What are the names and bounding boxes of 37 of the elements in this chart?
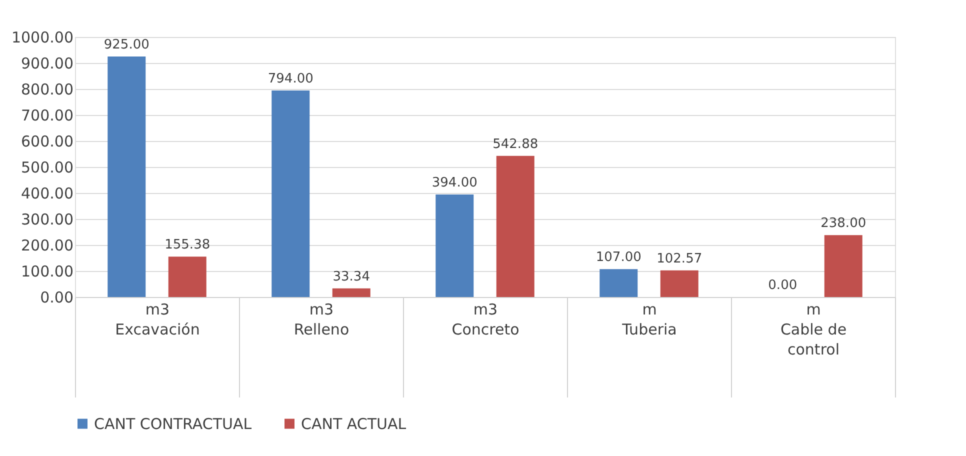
y-tick-label: 300.00 [21, 210, 74, 228]
bar [332, 288, 370, 297]
y-tick-label: 100.00 [21, 262, 74, 280]
text: 238.00 [820, 216, 866, 232]
text: 542.88 [492, 136, 538, 152]
y-tick-label: 400.00 [21, 184, 74, 202]
text: 107.00 [596, 250, 642, 266]
bar [496, 156, 534, 297]
text: 33.34 [332, 269, 370, 284]
bar [272, 90, 310, 297]
legend-label: CANT CONTRACTUAL [94, 414, 252, 433]
text: 394.00 [432, 176, 478, 191]
text: 0.00 [768, 278, 798, 293]
bar [660, 270, 698, 297]
y-tick-label: 500.00 [21, 158, 74, 176]
bar [600, 269, 638, 297]
x-tick-label: m3 Concreto [452, 300, 520, 338]
x-tick-label: m3 Relleno [294, 300, 350, 338]
bar [108, 56, 146, 297]
y-tick-label: 700.00 [21, 106, 74, 124]
y-tick-label: 600.00 [21, 132, 74, 150]
legend-label: CANT ACTUAL [301, 414, 407, 433]
text: 925.00 [104, 38, 150, 52]
y-tick-label: 900.00 [21, 54, 74, 72]
y-tick-label: 1000.00 [11, 28, 74, 46]
bar [168, 256, 206, 297]
x-tick-label: m Cable de control [780, 300, 847, 358]
text: 794.00 [268, 72, 314, 87]
text: 102.57 [656, 251, 702, 266]
y-tick-label: 0.00 [40, 288, 74, 306]
y-tick-label: 800.00 [21, 80, 74, 98]
bar [436, 194, 474, 297]
x-tick-label: m Tuberia [621, 300, 677, 338]
bar [824, 235, 862, 297]
text: 155.38 [164, 238, 210, 253]
y-tick-label: 200.00 [21, 236, 74, 254]
x-tick-label: m3 Excavación [115, 300, 200, 338]
